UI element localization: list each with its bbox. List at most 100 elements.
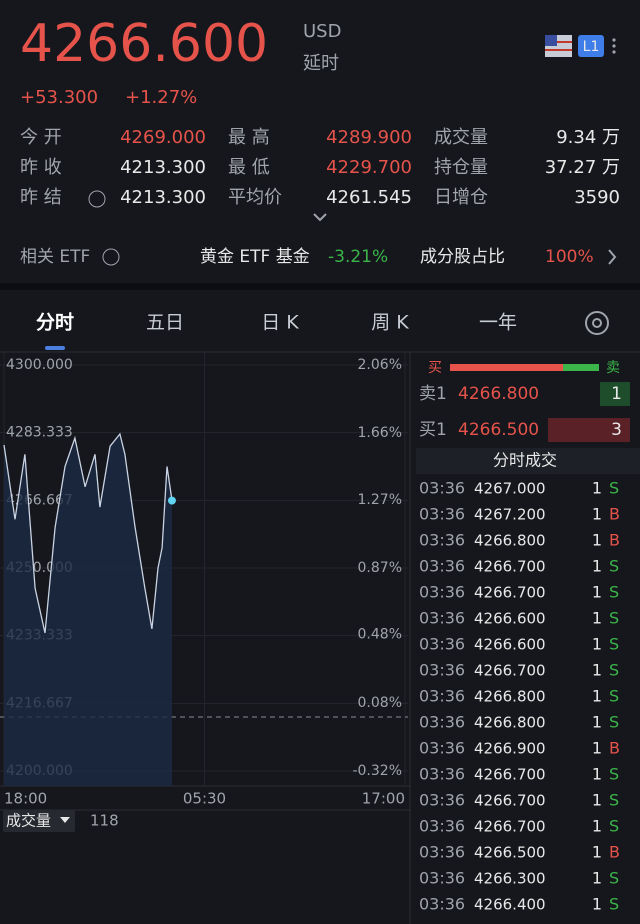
tab[interactable]: 分时	[36, 312, 74, 334]
price-line	[3, 432, 173, 634]
trade-side: B	[609, 739, 620, 758]
trades: 03:36 4267.000 1 S03:36 4267.200 1 B03:36 4266.…	[419, 479, 620, 914]
last-point	[167, 496, 176, 505]
badge-box[interactable]	[578, 35, 604, 57]
trade-price: 4266.700	[474, 558, 546, 576]
trade-price: 4266.400	[474, 896, 546, 914]
trade-price: 4266.700	[474, 584, 546, 602]
y2-tick-label: 0.48%	[358, 627, 402, 643]
stat-value: 4261.545	[326, 187, 412, 208]
tab[interactable]: 周 K	[371, 312, 409, 334]
trade-side: S	[609, 791, 619, 810]
trade-price: 4266.900	[474, 740, 546, 758]
trade-price: 4267.000	[474, 480, 546, 498]
etf-label: 相关 ETF	[20, 247, 90, 267]
depth-bar	[600, 382, 630, 406]
trade-side: S	[609, 583, 619, 602]
trade-side: S	[609, 817, 619, 836]
stat-label: 平均价	[228, 187, 282, 208]
trade-price: 4266.800	[474, 688, 546, 706]
trade-qty: 1	[592, 895, 602, 914]
trade-price: 4267.200	[474, 506, 546, 524]
divider	[0, 283, 640, 290]
trade-time: 03:36	[419, 609, 465, 628]
x-tick-label: 18:00	[4, 790, 47, 808]
book-qty: 3	[611, 420, 622, 440]
trade-time: 03:36	[419, 583, 465, 602]
tab-indicator	[45, 346, 65, 350]
more-icon[interactable]	[612, 38, 616, 54]
trade-qty: 1	[592, 687, 602, 706]
trade-qty: 1	[592, 583, 602, 602]
trade-qty: 1	[592, 505, 602, 524]
y-tick-label: 4300.000	[6, 357, 73, 373]
etf-fund[interactable]: 黄金 ETF 基金	[200, 247, 310, 267]
trade-qty: 1	[592, 713, 602, 732]
sell-ratio	[563, 364, 599, 371]
tab[interactable]: 一年	[479, 312, 517, 334]
trade-time: 03:36	[419, 791, 465, 810]
trade-time: 03:36	[419, 869, 465, 888]
trade-side: S	[609, 635, 619, 654]
y2-tick-label: 0.08%	[358, 695, 402, 711]
trade-qty: 1	[592, 765, 602, 784]
info-icon[interactable]	[88, 190, 106, 208]
trade-time: 03:36	[419, 531, 465, 550]
trade-price: 4266.600	[474, 610, 546, 628]
buy-ratio	[450, 364, 563, 371]
stat-label: 今 开	[20, 127, 62, 148]
trade-side: S	[609, 479, 619, 498]
trade-time: 03:36	[419, 635, 465, 654]
tab[interactable]: 日 K	[261, 312, 299, 334]
stat-value: 37.27 万	[545, 157, 620, 178]
trade-price: 4266.700	[474, 818, 546, 836]
tab[interactable]: 五日	[146, 312, 184, 334]
settings-icon[interactable]	[585, 311, 609, 335]
tabs: 分时 五日 日 K 周 K 一年	[36, 312, 517, 334]
trade-time: 03:36	[419, 739, 465, 758]
trade-qty: 1	[592, 609, 602, 628]
y2-tick-label: 0.87%	[358, 560, 402, 576]
trades-header	[416, 448, 640, 474]
component-value: 100%	[545, 247, 594, 267]
area	[4, 434, 172, 786]
trade-time: 03:36	[419, 817, 465, 836]
y2-tick-label: 2.06%	[358, 357, 402, 373]
trade-qty: 1	[592, 557, 602, 576]
trade-side: S	[609, 609, 619, 628]
book-price: 4266.500	[458, 420, 539, 440]
trade-price: 4266.700	[474, 792, 546, 810]
trade-price: 4266.800	[474, 532, 546, 550]
stat-label: 日增仓	[434, 187, 488, 208]
stat-label: 最 高	[228, 127, 270, 148]
book-label: 卖1	[419, 384, 447, 404]
trade-side: S	[609, 869, 619, 888]
flag-icon[interactable]	[545, 35, 572, 57]
stat-value: 3590	[574, 187, 620, 208]
expand-icon[interactable]	[313, 213, 327, 222]
trade-qty: 1	[592, 791, 602, 810]
trade-side: B	[609, 505, 620, 524]
chevron[interactable]	[608, 249, 617, 265]
etf-change: -3.21%	[328, 247, 388, 267]
info-icon[interactable]	[102, 248, 120, 266]
trade-side: B	[609, 843, 620, 862]
x-tick-label: 05:30	[183, 790, 226, 808]
trade-price: 4266.500	[474, 844, 546, 862]
trade-price: 4266.600	[474, 636, 546, 654]
stat-label: 最 低	[228, 157, 270, 178]
trade-qty: 1	[592, 479, 602, 498]
trade-side: S	[609, 687, 619, 706]
y2-tick-label: 1.66%	[358, 425, 402, 441]
stat-label: 成交量	[434, 127, 488, 148]
y-tick-label: 4283.333	[6, 425, 73, 441]
volume-select[interactable]	[3, 810, 75, 832]
book-price: 4266.800	[458, 384, 539, 404]
trade-side: S	[609, 661, 619, 680]
sell-label: 卖	[606, 360, 620, 376]
trade-price: 4266.300	[474, 870, 546, 888]
trade-time: 03:36	[419, 843, 465, 862]
status: 延时	[303, 53, 339, 74]
